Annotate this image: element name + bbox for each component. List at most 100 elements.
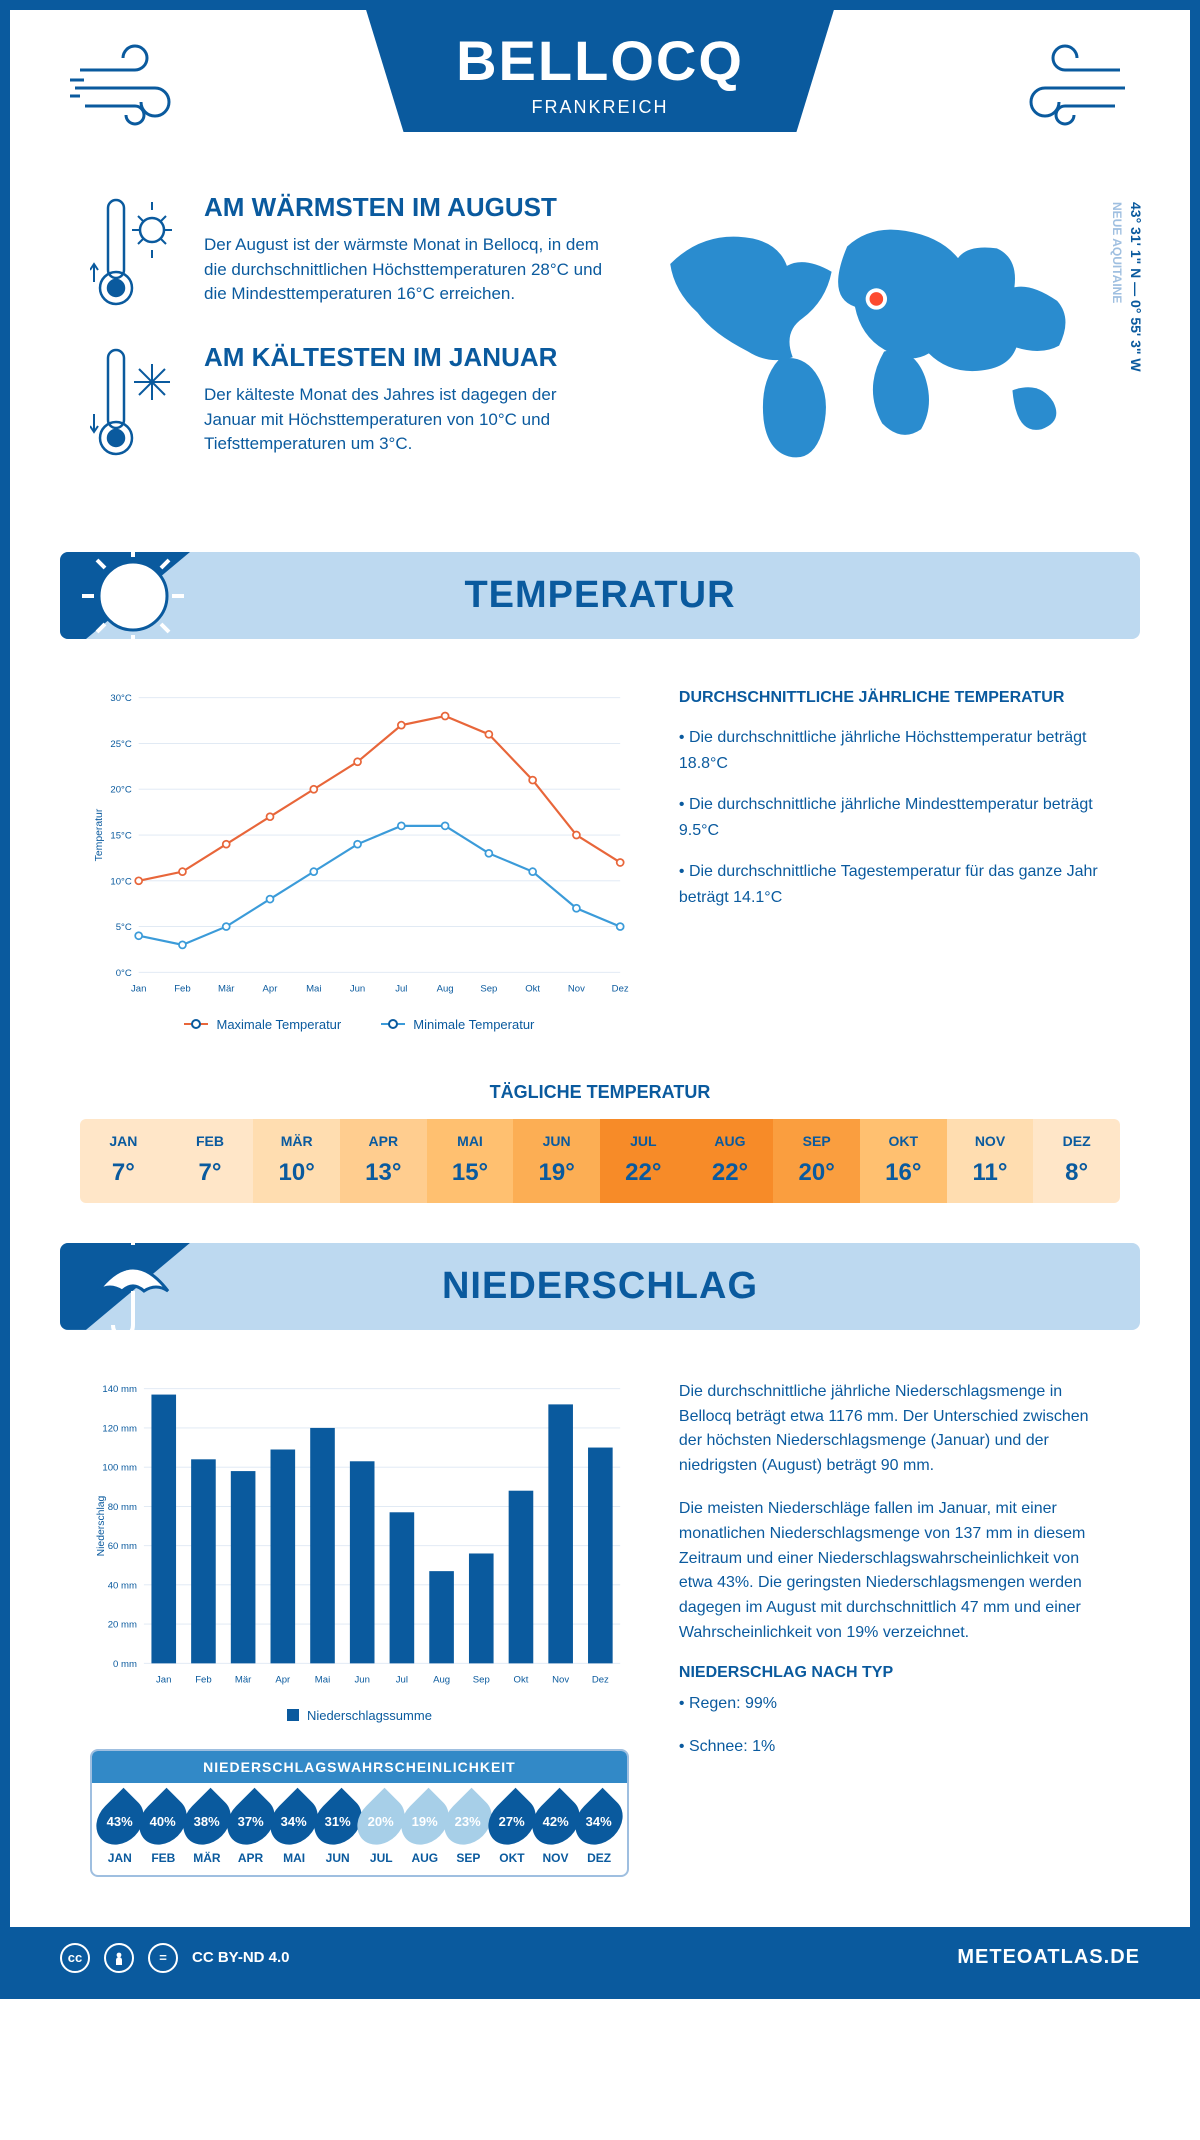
umbrella-icon bbox=[78, 1243, 188, 1330]
svg-text:Sep: Sep bbox=[473, 1674, 490, 1685]
probability-cell: 19% AUG bbox=[403, 1795, 447, 1865]
precipitation-left-col: 0 mm20 mm40 mm60 mm80 mm100 mm120 mm140 … bbox=[90, 1380, 629, 1877]
probability-grid: 43% JAN 40% FEB 38% MÄR 37% APR 34% MAI … bbox=[92, 1783, 627, 1875]
header-area: BELLOCQ FRANKREICH bbox=[10, 10, 1190, 172]
prob-title: NIEDERSCHLAGSWAHRSCHEINLICHKEIT bbox=[92, 1751, 627, 1783]
temperature-summary: DURCHSCHNITTLICHE JÄHRLICHE TEMPERATUR •… bbox=[679, 689, 1110, 1032]
fact-warmest-body: Der August ist der wärmste Monat in Bell… bbox=[204, 233, 603, 307]
daily-temp-cell: AUG 22° bbox=[687, 1119, 774, 1203]
svg-text:Okt: Okt bbox=[514, 1674, 529, 1685]
fact-coldest-text: AM KÄLTESTEN IM JANUAR Der kälteste Mona… bbox=[204, 342, 603, 462]
temperature-heading: TEMPERATUR bbox=[60, 574, 1140, 617]
temperature-banner: TEMPERATUR bbox=[60, 552, 1140, 639]
temperature-line-chart: 0°C5°C10°C15°C20°C25°C30°CJanFebMärAprMa… bbox=[90, 689, 629, 1032]
svg-text:5°C: 5°C bbox=[116, 922, 132, 933]
wind-icon-left bbox=[70, 40, 210, 130]
fact-warmest-text: AM WÄRMSTEN IM AUGUST Der August ist der… bbox=[204, 192, 603, 312]
wind-icon-right bbox=[990, 40, 1130, 130]
city-title: BELLOCQ bbox=[456, 28, 744, 93]
fact-warmest: AM WÄRMSTEN IM AUGUST Der August ist der… bbox=[90, 192, 603, 312]
fact-coldest-title: AM KÄLTESTEN IM JANUAR bbox=[204, 342, 603, 373]
probability-cell: 38% MÄR bbox=[185, 1795, 229, 1865]
cc-icon: cc bbox=[60, 1943, 90, 1973]
svg-text:Jul: Jul bbox=[395, 983, 407, 994]
svg-text:0 mm: 0 mm bbox=[113, 1659, 137, 1670]
legend-min-temp: Minimale Temperatur bbox=[381, 1017, 534, 1032]
precipitation-heading: NIEDERSCHLAG bbox=[60, 1265, 1140, 1308]
fact-warmest-title: AM WÄRMSTEN IM AUGUST bbox=[204, 192, 603, 223]
infographic-frame: BELLOCQ FRANKREICH bbox=[0, 0, 1200, 1999]
svg-text:Aug: Aug bbox=[437, 983, 454, 994]
temp-bullet-3: • Die durchschnittliche Tagestemperatur … bbox=[679, 859, 1110, 910]
svg-text:Jan: Jan bbox=[156, 1674, 171, 1685]
probability-cell: 43% JAN bbox=[98, 1795, 142, 1865]
svg-text:Feb: Feb bbox=[174, 983, 190, 994]
daily-temp-cell: JAN 7° bbox=[80, 1119, 167, 1203]
svg-text:Nov: Nov bbox=[568, 983, 585, 994]
svg-text:Nov: Nov bbox=[552, 1674, 569, 1685]
legend-precip-sum: Niederschlagssumme bbox=[287, 1708, 432, 1723]
sun-icon bbox=[78, 552, 188, 639]
svg-text:20°C: 20°C bbox=[110, 785, 131, 796]
precipitation-content: 0 mm20 mm40 mm60 mm80 mm100 mm120 mm140 … bbox=[10, 1350, 1190, 1907]
region-label: NEUE AQUITAINE bbox=[1110, 202, 1124, 303]
svg-text:20 mm: 20 mm bbox=[108, 1619, 137, 1630]
svg-text:140 mm: 140 mm bbox=[102, 1384, 137, 1395]
nd-icon: = bbox=[148, 1943, 178, 1973]
temp-summary-title: DURCHSCHNITTLICHE JÄHRLICHE TEMPERATUR bbox=[679, 689, 1110, 707]
precipitation-bar-chart: 0 mm20 mm40 mm60 mm80 mm100 mm120 mm140 … bbox=[90, 1380, 629, 1723]
daily-temp-cell: MAI 15° bbox=[427, 1119, 514, 1203]
coordinates-label: 43° 31' 1" N — 0° 55' 3" W bbox=[1128, 202, 1144, 372]
svg-text:Dez: Dez bbox=[592, 1674, 609, 1685]
svg-text:Aug: Aug bbox=[433, 1674, 450, 1685]
precip-type-snow: • Schnee: 1% bbox=[679, 1735, 1110, 1760]
svg-text:Okt: Okt bbox=[525, 983, 540, 994]
probability-cell: 40% FEB bbox=[142, 1795, 186, 1865]
footer-license: cc = CC BY-ND 4.0 bbox=[60, 1943, 290, 1973]
probability-cell: 23% SEP bbox=[447, 1795, 491, 1865]
temp-bullet-2: • Die durchschnittliche jährliche Mindes… bbox=[679, 792, 1110, 843]
temp-bullet-1: • Die durchschnittliche jährliche Höchst… bbox=[679, 725, 1110, 776]
svg-text:Mär: Mär bbox=[235, 1674, 252, 1685]
svg-text:Feb: Feb bbox=[195, 1674, 211, 1685]
facts-column: AM WÄRMSTEN IM AUGUST Der August ist der… bbox=[90, 192, 603, 492]
precip-paragraph-1: Die durchschnittliche jährliche Niedersc… bbox=[679, 1380, 1110, 1479]
daily-temp-cell: DEZ 8° bbox=[1033, 1119, 1120, 1203]
thermometer-hot-icon bbox=[90, 192, 180, 312]
info-row: AM WÄRMSTEN IM AUGUST Der August ist der… bbox=[10, 172, 1190, 532]
probability-cell: 20% JUL bbox=[359, 1795, 403, 1865]
by-icon bbox=[104, 1943, 134, 1973]
svg-text:100 mm: 100 mm bbox=[102, 1463, 137, 1474]
probability-cell: 27% OKT bbox=[490, 1795, 534, 1865]
svg-text:Apr: Apr bbox=[263, 983, 279, 994]
precip-type-rain: • Regen: 99% bbox=[679, 1692, 1110, 1717]
precipitation-banner: NIEDERSCHLAG bbox=[60, 1243, 1140, 1330]
svg-text:Niederschlag: Niederschlag bbox=[96, 1495, 107, 1556]
svg-text:80 mm: 80 mm bbox=[108, 1502, 137, 1513]
svg-text:Sep: Sep bbox=[480, 983, 497, 994]
svg-text:60 mm: 60 mm bbox=[108, 1541, 137, 1552]
svg-text:Jan: Jan bbox=[131, 983, 146, 994]
precipitation-legend: Niederschlagssumme bbox=[90, 1708, 629, 1723]
footer: cc = CC BY-ND 4.0 METEOATLAS.DE bbox=[10, 1927, 1190, 1989]
map-column: NEUE AQUITAINE 43° 31' 1" N — 0° 55' 3" … bbox=[643, 192, 1110, 492]
precipitation-probability-box: NIEDERSCHLAGSWAHRSCHEINLICHKEIT 43% JAN … bbox=[90, 1749, 629, 1877]
license-text: CC BY-ND 4.0 bbox=[192, 1949, 290, 1966]
probability-cell: 31% JUN bbox=[316, 1795, 360, 1865]
svg-text:0°C: 0°C bbox=[116, 968, 132, 979]
svg-text:Mai: Mai bbox=[315, 1674, 330, 1685]
probability-cell: 42% NOV bbox=[534, 1795, 578, 1865]
footer-site: METEOATLAS.DE bbox=[957, 1946, 1140, 1969]
svg-text:30°C: 30°C bbox=[110, 693, 131, 704]
precipitation-text: Die durchschnittliche jährliche Niedersc… bbox=[679, 1380, 1110, 1877]
precip-paragraph-2: Die meisten Niederschläge fallen im Janu… bbox=[679, 1497, 1110, 1646]
svg-text:Mär: Mär bbox=[218, 983, 235, 994]
daily-temp-cell: APR 13° bbox=[340, 1119, 427, 1203]
daily-temp-cell: MÄR 10° bbox=[253, 1119, 340, 1203]
svg-text:10°C: 10°C bbox=[110, 876, 131, 887]
daily-temp-cell: SEP 20° bbox=[773, 1119, 860, 1203]
svg-text:Dez: Dez bbox=[612, 983, 629, 994]
fact-coldest-body: Der kälteste Monat des Jahres ist dagege… bbox=[204, 383, 603, 457]
svg-text:15°C: 15°C bbox=[110, 830, 131, 841]
svg-text:Jul: Jul bbox=[396, 1674, 408, 1685]
